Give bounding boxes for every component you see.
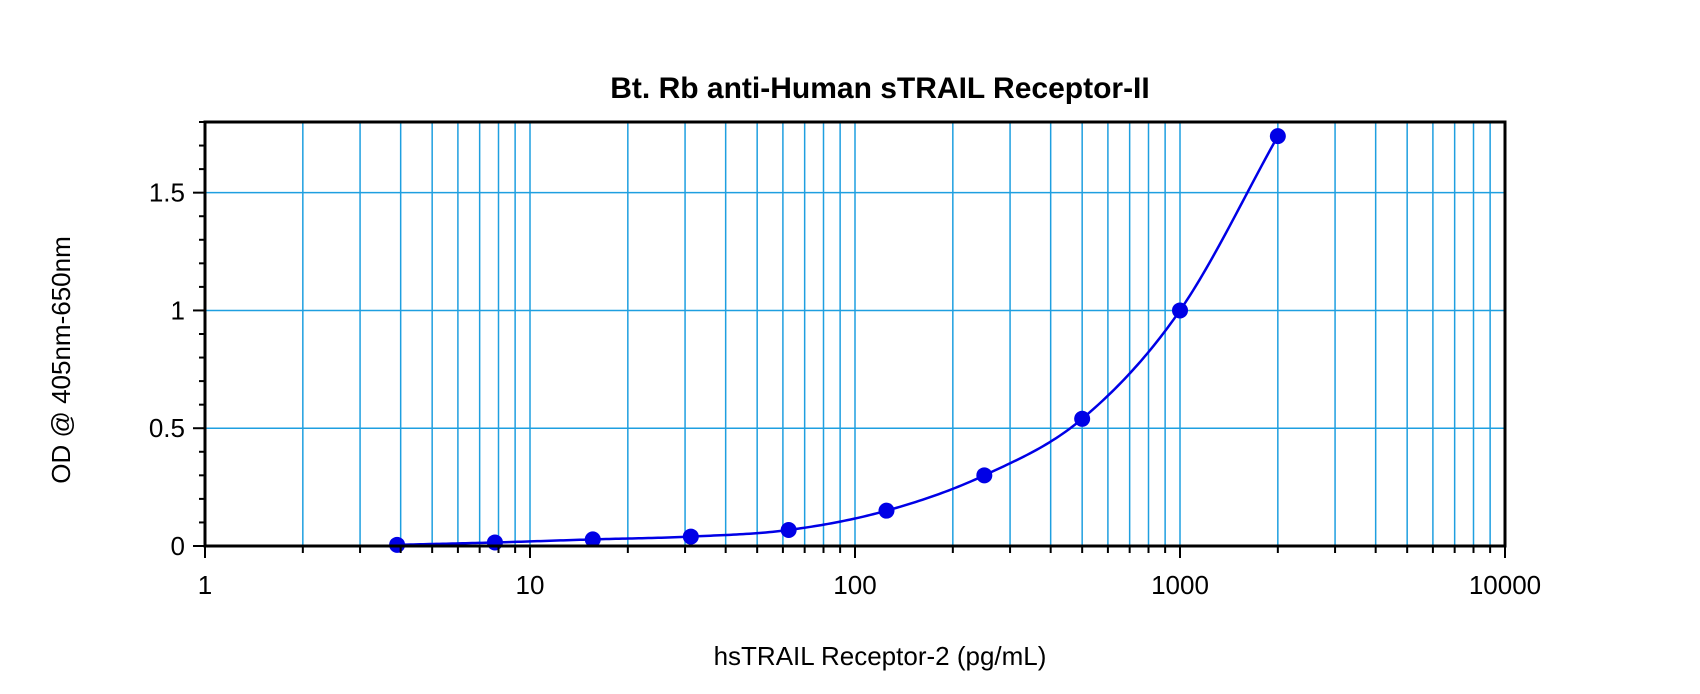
data-point bbox=[1172, 302, 1188, 319]
fit-curve bbox=[397, 135, 1279, 547]
y-axis-label: OD @ 405nm-650nm bbox=[46, 236, 76, 484]
data-point bbox=[1269, 128, 1286, 145]
grid-lines bbox=[205, 122, 1505, 546]
y-tick-label: 1.5 bbox=[149, 178, 185, 208]
x-tick-label: 10000 bbox=[1469, 570, 1541, 600]
data-point bbox=[584, 531, 601, 548]
x-tick-label: 1 bbox=[198, 570, 212, 600]
data-point bbox=[780, 521, 797, 538]
fit-curve-layer bbox=[397, 135, 1279, 547]
y-tick-labels: 0 0.5 1 1.5 bbox=[149, 178, 185, 561]
x-axis-label: hsTRAIL Receptor-2 (pg/mL) bbox=[714, 641, 1047, 671]
data-point bbox=[1074, 410, 1091, 427]
y-tick-label: 0.5 bbox=[149, 413, 185, 443]
data-point bbox=[486, 534, 503, 551]
x-tick-label: 10 bbox=[516, 570, 545, 600]
data-point bbox=[682, 528, 699, 545]
data-point bbox=[976, 467, 993, 484]
data-points-layer bbox=[389, 128, 1286, 553]
x-tick-label: 100 bbox=[833, 570, 876, 600]
y-tick-label: 0 bbox=[171, 531, 185, 561]
data-point bbox=[878, 502, 895, 519]
chart-title: Bt. Rb anti-Human sTRAIL Receptor-II bbox=[610, 72, 1149, 105]
x-tick-labels: 1 10 100 1000 10000 bbox=[198, 570, 1541, 600]
axis-ticks bbox=[193, 121, 1506, 558]
x-tick-label: 1000 bbox=[1151, 570, 1209, 600]
y-tick-label: 1 bbox=[171, 295, 185, 325]
